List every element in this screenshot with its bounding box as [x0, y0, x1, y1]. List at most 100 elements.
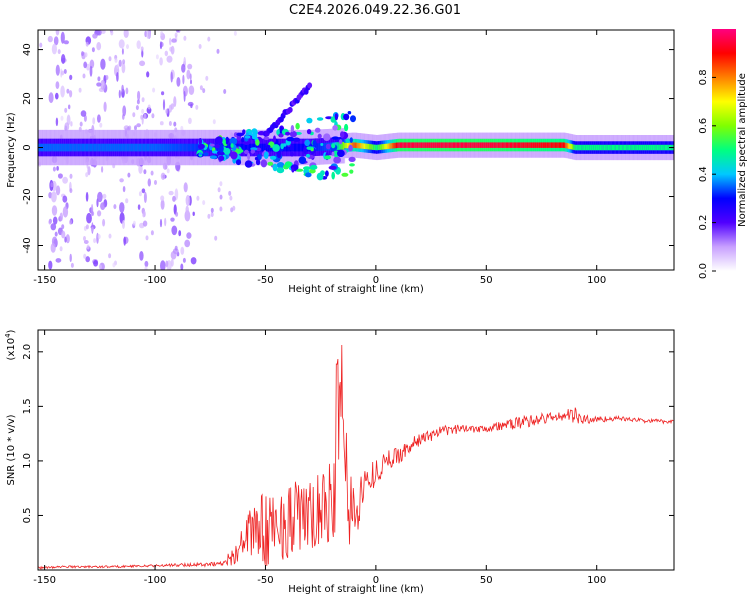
- noise-blob: [155, 54, 159, 60]
- ridge-core: [418, 142, 421, 148]
- colorbar-tick-label: 0.6: [698, 118, 709, 134]
- ridge-core: [293, 143, 297, 152]
- y-tick-label: 40: [22, 43, 33, 56]
- ridge-core: [439, 142, 442, 148]
- turbulence-blob: [331, 136, 339, 140]
- ridge-core: [471, 142, 474, 148]
- snr-panel: -150 -100 -50 0 50 100 0.5 1.0 1.5 2.0 Height of…: [4, 329, 675, 595]
- noise-blob: [176, 77, 181, 87]
- ridge-core: [89, 143, 93, 152]
- turbulence-blob: [225, 136, 229, 145]
- noise-blob: [59, 212, 63, 222]
- ridge-core: [598, 144, 601, 151]
- turbulence-blob: [343, 113, 350, 121]
- turbulence-blob: [229, 137, 238, 145]
- noise-blob: [233, 30, 237, 36]
- noise-blob: [55, 117, 59, 127]
- ridge-core: [124, 143, 127, 152]
- noise-blob: [160, 199, 165, 210]
- noise-blob: [219, 206, 223, 212]
- ridge-core: [146, 143, 149, 152]
- ridge-core: [654, 144, 657, 151]
- noise-blob: [143, 113, 147, 119]
- noise-blob: [99, 122, 103, 128]
- noise-blob: [97, 30, 102, 36]
- ridge-core: [191, 143, 195, 152]
- ridge-core: [141, 143, 144, 152]
- ridge-core: [585, 144, 588, 151]
- noise-blob: [60, 31, 65, 44]
- ridge-core: [75, 143, 78, 152]
- noise-blob: [121, 84, 124, 93]
- ridge-core: [413, 142, 416, 148]
- noise-blob: [141, 188, 146, 194]
- ridge-core: [503, 142, 506, 148]
- ridge-core: [106, 143, 110, 152]
- ridge-core: [260, 143, 263, 152]
- noise-blob: [69, 253, 72, 263]
- ridge-core: [475, 142, 478, 148]
- turbulence-blob: [331, 143, 336, 149]
- turbulence-blob: [284, 161, 292, 168]
- noise-blob: [178, 230, 182, 237]
- ridge-core: [60, 143, 63, 152]
- colorbar-tick-label: 0.8: [698, 69, 709, 85]
- ridge-core: [394, 142, 397, 149]
- ridge-core: [358, 142, 361, 149]
- ridge-core: [100, 143, 103, 152]
- noise-blob: [159, 121, 164, 126]
- noise-blob: [136, 123, 141, 128]
- figure-title: C2E4.2026.049.22.36.G01: [289, 3, 461, 18]
- ridge-core: [519, 142, 522, 148]
- noise-blob: [145, 235, 149, 241]
- ridge-core: [300, 143, 303, 152]
- noise-blob: [189, 73, 192, 80]
- ridge-core: [98, 143, 102, 152]
- noise-blob: [57, 49, 61, 55]
- turbulence-blob: [349, 163, 355, 167]
- noise-blob: [143, 191, 147, 203]
- x-tick-label: 100: [587, 575, 606, 586]
- noise-blob: [210, 212, 214, 218]
- noise-blob: [176, 30, 179, 33]
- ridge-core: [448, 142, 452, 148]
- ridge-core: [569, 143, 572, 150]
- noise-blob: [173, 121, 177, 127]
- noise-blob: [55, 185, 61, 196]
- ridge-core: [365, 143, 368, 150]
- noise-blob: [181, 63, 186, 73]
- ridge-core: [530, 142, 534, 148]
- ridge-core: [69, 143, 73, 152]
- noise-blob: [166, 55, 173, 63]
- turbulence-blob: [244, 160, 253, 168]
- noise-blob: [62, 195, 68, 203]
- ridge-core: [67, 143, 70, 152]
- ridge-core: [464, 142, 467, 148]
- ridge-core: [255, 143, 258, 152]
- ridge-core: [611, 144, 615, 151]
- ridge-core: [128, 143, 131, 152]
- turbulence-blob: [272, 163, 278, 172]
- ridge-core: [81, 143, 85, 152]
- colorbar-tick-label: 0.0: [698, 263, 709, 279]
- ridge-core: [500, 142, 503, 148]
- noise-blob: [166, 168, 170, 174]
- ridge-core: [487, 142, 490, 148]
- noise-blob: [139, 60, 146, 67]
- y-tick-label: 0.5: [22, 508, 33, 524]
- noise-blob: [182, 257, 186, 263]
- turbulence-blob: [286, 136, 295, 142]
- noise-blob: [60, 115, 64, 121]
- noise-blob: [180, 246, 185, 255]
- ridge-core: [226, 143, 229, 152]
- ridge-core: [366, 143, 369, 150]
- ridge-core: [393, 142, 396, 149]
- noise-blob: [113, 204, 117, 210]
- noise-blob: [183, 90, 186, 102]
- ridge-core: [407, 142, 411, 148]
- turbulence-blob: [310, 164, 318, 170]
- ridge-core: [174, 143, 177, 152]
- ridge-core: [61, 143, 65, 152]
- turbulence-blob: [350, 115, 356, 123]
- turbulence-blob: [219, 144, 224, 153]
